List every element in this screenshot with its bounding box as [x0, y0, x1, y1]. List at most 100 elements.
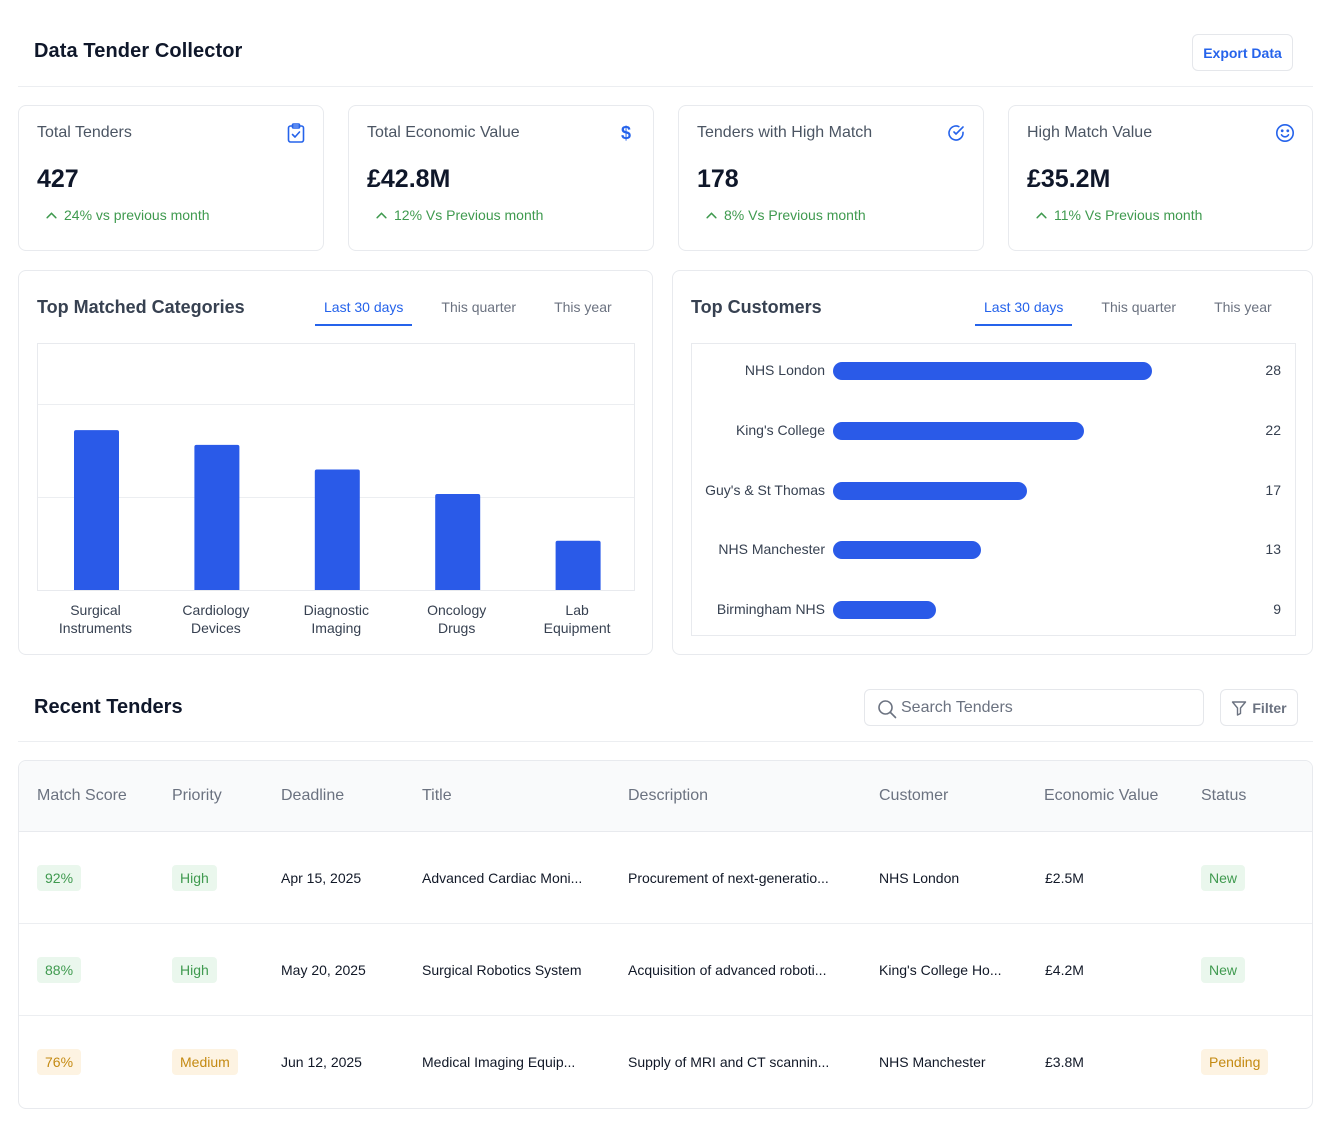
export-data-button[interactable]: Export Data	[1192, 34, 1293, 71]
search-input[interactable]	[901, 696, 1191, 720]
customer-bar[interactable]	[833, 362, 1152, 380]
arrow-up-icon	[706, 211, 717, 218]
tab-last-30-days[interactable]: Last 30 days	[315, 295, 413, 326]
stat-value: £42.8M	[367, 165, 451, 193]
stat-delta-text: 11% Vs Previous month	[1054, 207, 1203, 223]
filter-button[interactable]: Filter	[1220, 689, 1298, 726]
status-badge: New	[1201, 957, 1246, 983]
bar[interactable]	[194, 444, 240, 590]
title-cell[interactable]: Surgical Robotics System	[422, 962, 582, 978]
stat-delta-text: 8% Vs Previous month	[724, 207, 866, 223]
arrow-up-icon	[46, 211, 57, 218]
check-circle-icon	[945, 122, 967, 144]
recent-tenders-table: Match Score Priority Deadline Title Desc…	[18, 760, 1313, 1109]
section-title: Recent Tenders	[34, 696, 183, 718]
match-score-badge: 92%	[37, 865, 82, 891]
tab-this-year[interactable]: This year	[1214, 299, 1272, 315]
customer-cell: NHS London	[879, 870, 960, 886]
customers-bar-chart: NHS London 28 King's College 22 Guy's & St T…	[691, 343, 1296, 636]
search-icon	[878, 700, 897, 719]
panel-title: Top Matched Categories	[37, 297, 245, 317]
filter-icon	[1232, 700, 1247, 716]
match-score-badge: 76%	[37, 1049, 82, 1075]
category-label: Cardiology Devices	[182, 602, 250, 636]
value-cell: £2.5M	[1045, 870, 1084, 886]
stat-card-high-match-value: High Match Value £35.2M 11% Vs Previous …	[1008, 105, 1313, 251]
customer-row[interactable]: NHS Manchester 13	[692, 539, 1297, 561]
match-score-badge: 88%	[37, 957, 82, 983]
stat-delta: 8% Vs Previous month	[705, 207, 866, 223]
customer-count: 9	[1273, 601, 1281, 618]
categories-chart-svg	[38, 404, 634, 590]
customer-name: Birmingham NHS	[716, 601, 825, 618]
tab-last-30-days[interactable]: Last 30 days	[975, 295, 1073, 326]
stat-label: Total Tenders	[37, 124, 132, 141]
bar[interactable]	[74, 430, 119, 590]
column-header[interactable]: Description	[628, 787, 709, 804]
deadline-cell: Apr 15, 2025	[281, 870, 362, 886]
customer-bar[interactable]	[833, 421, 1084, 440]
stat-delta: 12% Vs Previous month	[375, 207, 543, 223]
tab-this-year[interactable]: This year	[554, 299, 612, 315]
description-cell: Procurement of next-generatio...	[628, 870, 829, 886]
customer-bar[interactable]	[833, 541, 981, 560]
top-categories-panel: Top Matched Categories Last 30 days This…	[18, 270, 653, 655]
customer-row[interactable]: NHS London 28	[692, 360, 1297, 382]
smile-icon	[1274, 122, 1296, 144]
column-header[interactable]: Priority	[172, 787, 222, 804]
tab-this-quarter[interactable]: This quarter	[1101, 299, 1177, 315]
stat-label: High Match Value	[1027, 124, 1153, 141]
table-row[interactable]: 76% Medium Jun 12, 2025 Medical Imaging …	[19, 1016, 1312, 1108]
stat-value: 427	[37, 165, 79, 193]
stat-card-economic-value: Total Economic Value $ £42.8M 12% Vs Pre…	[348, 105, 654, 251]
value-cell: £4.2M	[1045, 962, 1084, 978]
stat-value: £35.2M	[1027, 165, 1111, 193]
customer-row[interactable]: King's College 22	[692, 420, 1297, 442]
customer-name: NHS London	[744, 362, 825, 378]
category-label: Diagnostic Imaging	[303, 602, 369, 636]
table-header: Match Score Priority Deadline Title Desc…	[19, 761, 1312, 832]
search-box[interactable]	[864, 689, 1204, 726]
column-header[interactable]: Match Score	[37, 787, 127, 804]
app-title: Data Tender Collector	[34, 40, 243, 62]
top-customers-panel: Top Customers Last 30 days This quarter …	[672, 270, 1313, 655]
deadline-cell: May 20, 2025	[281, 962, 366, 978]
arrow-up-icon	[376, 211, 387, 218]
tab-this-quarter[interactable]: This quarter	[441, 299, 517, 315]
table-row[interactable]: 88% High May 20, 2025 Surgical Robotics …	[19, 924, 1312, 1016]
customer-name: Guy's & St Thomas	[705, 481, 825, 498]
bar[interactable]	[435, 494, 481, 590]
column-header[interactable]: Title	[422, 787, 452, 804]
title-cell[interactable]: Medical Imaging Equip...	[422, 1054, 576, 1070]
stat-card-total-tenders: Total Tenders 427 24% vs previous month	[18, 105, 324, 251]
customers-tabs: Last 30 days This quarter This year	[975, 295, 1301, 326]
recent-tenders-header: Recent Tenders Filter	[18, 672, 1313, 742]
priority-badge: Medium	[172, 1049, 238, 1075]
stat-label: Total Economic Value	[367, 124, 520, 141]
clipboard-check-icon	[285, 122, 307, 144]
stat-value: 178	[697, 165, 739, 193]
stat-card-high-match: Tenders with High Match 178 8% Vs Previo…	[678, 105, 984, 251]
column-header[interactable]: Status	[1201, 787, 1247, 804]
title-cell[interactable]: Advanced Cardiac Moni...	[422, 870, 583, 886]
column-header[interactable]: Customer	[879, 787, 949, 804]
customer-row[interactable]: Guy's & St Thomas 17	[692, 480, 1297, 502]
filter-label: Filter	[1252, 699, 1287, 716]
bar[interactable]	[555, 540, 601, 590]
category-label: Oncology Drugs	[427, 602, 487, 636]
stat-label: Tenders with High Match	[697, 124, 873, 141]
table-row[interactable]: 92% High Apr 15, 2025 Advanced Cardiac M…	[19, 832, 1312, 924]
stat-delta: 24% vs previous month	[45, 207, 210, 223]
bar[interactable]	[314, 469, 360, 590]
customer-bar[interactable]	[833, 481, 1027, 500]
customer-count: 13	[1265, 541, 1281, 558]
column-header[interactable]: Deadline	[281, 787, 345, 804]
priority-badge: High	[172, 957, 217, 983]
customer-bar[interactable]	[833, 601, 936, 620]
customer-row[interactable]: Birmingham NHS 9	[692, 599, 1297, 621]
customer-name: NHS Manchester	[718, 541, 825, 558]
arrow-up-icon	[1036, 211, 1047, 218]
column-header[interactable]: Economic Value	[1044, 787, 1159, 804]
stat-delta-text: 24% vs previous month	[64, 207, 210, 223]
deadline-cell: Jun 12, 2025	[281, 1054, 362, 1070]
